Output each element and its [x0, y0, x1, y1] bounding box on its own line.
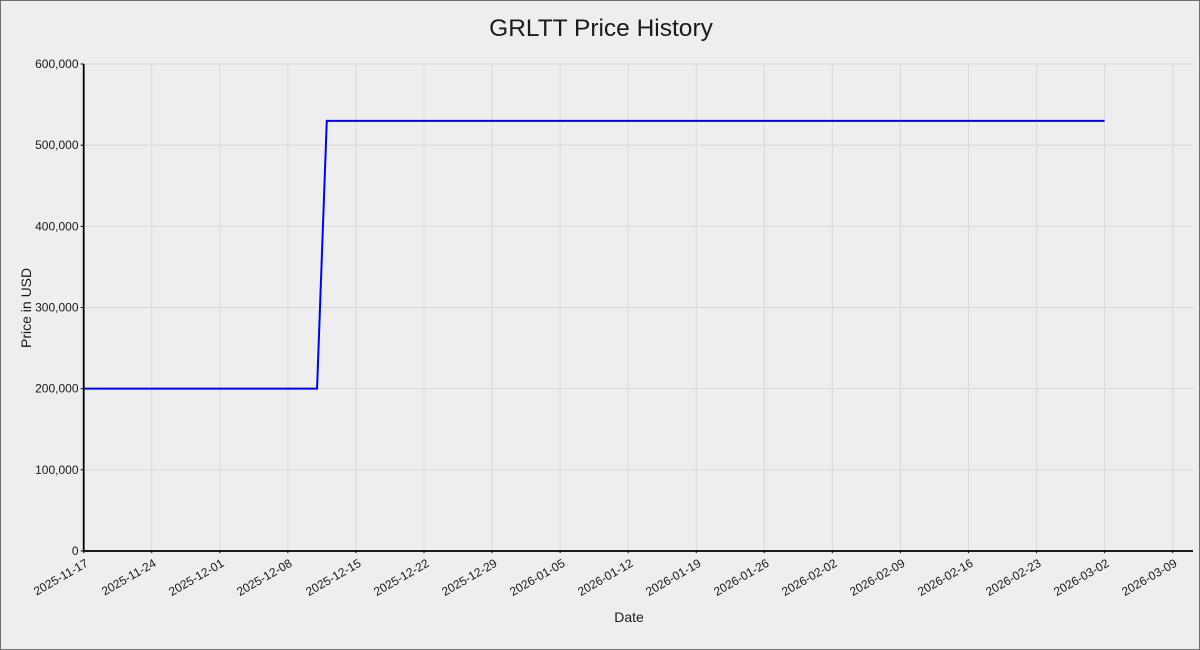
svg-text:200,000: 200,000 — [35, 382, 79, 396]
svg-text:0: 0 — [72, 544, 79, 558]
svg-text:400,000: 400,000 — [35, 219, 79, 233]
svg-text:500,000: 500,000 — [35, 138, 79, 152]
svg-text:100,000: 100,000 — [35, 463, 79, 477]
svg-text:300,000: 300,000 — [35, 301, 79, 315]
svg-text:600,000: 600,000 — [35, 57, 79, 71]
